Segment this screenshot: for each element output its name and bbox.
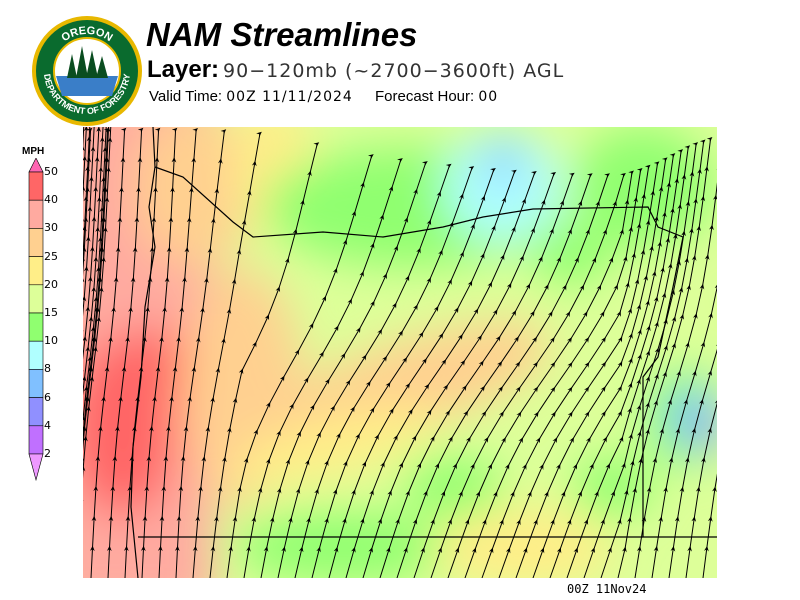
streamlines <box>83 127 717 578</box>
legend-swatch <box>28 199 44 229</box>
legend-swatch <box>28 284 44 314</box>
legend-tick: 6 <box>44 390 51 404</box>
legend-swatch <box>28 340 44 370</box>
legend-max-arrow <box>28 158 44 173</box>
legend-min-arrow <box>28 453 44 482</box>
legend-swatch <box>28 312 44 342</box>
oregon-forestry-logo: OREGON DEPARTMENT OF FORESTRY <box>32 16 142 126</box>
legend-tick: 15 <box>44 306 58 319</box>
legend-swatch <box>28 425 44 455</box>
forecast-value: 00 <box>478 89 499 105</box>
layer-value: 90−120mb (~2700−3600ft) AGL <box>223 60 565 82</box>
legend-tick: 2 <box>44 447 51 460</box>
valid-label: Valid Time: <box>149 88 223 105</box>
legend-tick: 25 <box>44 249 58 263</box>
legend-tick: 40 <box>44 193 58 207</box>
legend-swatch <box>28 228 44 257</box>
legend-swatch <box>28 171 44 201</box>
streamline <box>702 456 717 578</box>
streamline <box>685 398 717 578</box>
streamline <box>83 127 85 212</box>
legend-swatch <box>28 369 44 398</box>
map-timestamp: 00Z 11Nov24 <box>567 582 647 596</box>
valid-info: Valid Time: 00Z 11/11/2024 Forecast Hour… <box>149 88 498 105</box>
legend-tick: 30 <box>44 221 58 235</box>
legend-tick: 10 <box>44 334 58 348</box>
legend-tick: 50 <box>44 165 58 178</box>
legend-tick: 8 <box>44 362 51 376</box>
wind-map <box>83 127 717 578</box>
valid-value: 00Z 11/11/2024 <box>226 89 353 105</box>
legend-units: MPH <box>22 146 45 157</box>
layer-label: Layer: <box>147 56 220 83</box>
svg-text:OREGON: OREGON <box>59 25 114 44</box>
color-legend <box>28 158 44 482</box>
legend-swatch <box>28 256 44 286</box>
chart-title: NAM Streamlines <box>146 16 418 53</box>
legend-tick: 4 <box>44 418 51 432</box>
legend-tick: 20 <box>44 277 58 291</box>
forecast-label: Forecast Hour: <box>374 88 475 105</box>
legend-swatch <box>28 397 44 427</box>
layer-info: Layer: 90−120mb (~2700−3600ft) AGL <box>147 56 564 84</box>
